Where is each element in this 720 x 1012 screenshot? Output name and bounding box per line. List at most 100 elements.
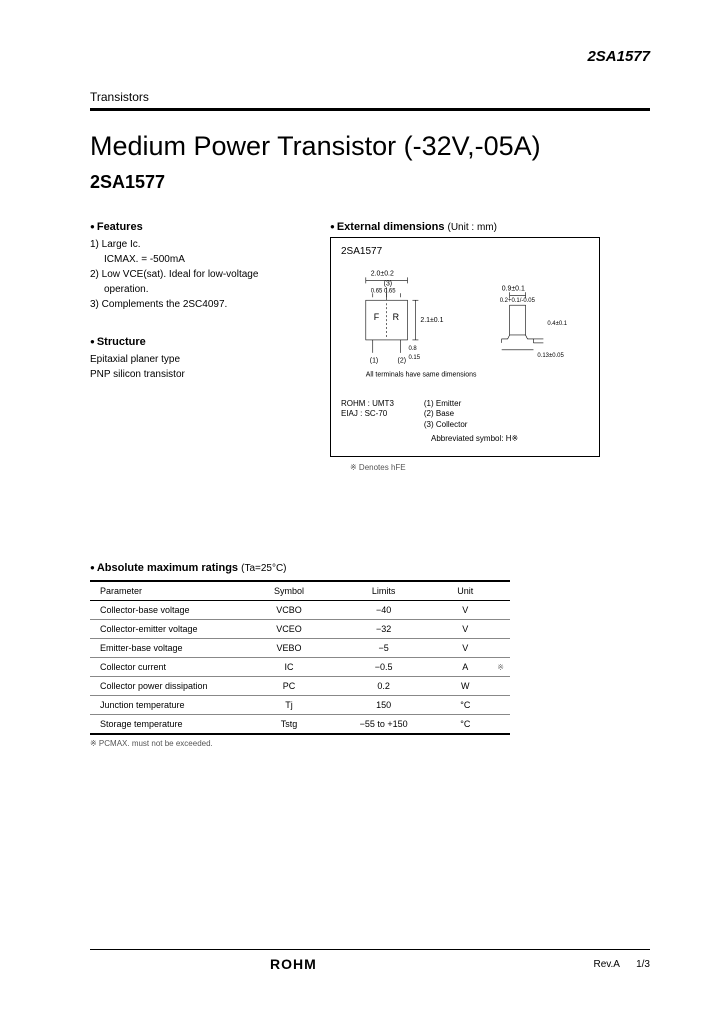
dimensions-box: 2SA1577 — [330, 237, 600, 457]
part-number-top: 2SA1577 — [587, 48, 650, 65]
category-label: Transistors — [90, 90, 650, 104]
pkg-line: ROHM : UMT3 — [341, 399, 394, 409]
footer: ROHM Rev.A 1/3 — [90, 949, 650, 972]
table-cell: A — [439, 658, 491, 677]
page-title: Medium Power Transistor (-32V,-05A) — [90, 131, 650, 162]
dim-head-text: External dimensions — [330, 221, 444, 233]
right-column: External dimensions (Unit : mm) 2SA1577 — [330, 221, 650, 472]
table-cell — [491, 715, 510, 735]
left-column: Features 1) Large Ic. ICMAX. = -500mA 2)… — [90, 221, 300, 472]
logo: ROHM — [270, 956, 317, 972]
feature-item: 3) Complements the 2SC4097. — [90, 297, 300, 312]
dim-footer-labels: ROHM : UMT3 EIAJ : SC-70 (1) Emitter (2)… — [341, 399, 589, 430]
table-header-row: Parameter Symbol Limits Unit — [90, 581, 510, 601]
col-symbol: Symbol — [250, 581, 328, 601]
dimensions-heading: External dimensions (Unit : mm) — [330, 221, 650, 233]
table-row: Collector-base voltageVCBO−40V — [90, 601, 510, 620]
table-cell: °C — [439, 715, 491, 735]
table-cell — [491, 696, 510, 715]
table-row: Storage temperatureTstg−55 to +150°C — [90, 715, 510, 735]
table-cell: −40 — [328, 601, 439, 620]
feature-item: 1) Large Ic. — [90, 237, 300, 252]
structure-line: PNP silicon transistor — [90, 367, 300, 382]
col-limits: Limits — [328, 581, 439, 601]
ratings-heading: Absolute maximum ratings (Ta=25°C) — [90, 562, 650, 574]
footer-rule — [90, 949, 650, 950]
table-cell: W — [439, 677, 491, 696]
structure-line: Epitaxial planer type — [90, 352, 300, 367]
table-row: Collector currentIC−0.5A※ — [90, 658, 510, 677]
feature-item: ICMAX. = -500mA — [90, 252, 300, 267]
ratings-section: Absolute maximum ratings (Ta=25°C) Param… — [90, 562, 650, 748]
header-rule — [90, 108, 650, 111]
table-cell: −0.5 — [328, 658, 439, 677]
dim-w1: 2.0±0.2 — [371, 270, 394, 277]
structure-heading: Structure — [90, 336, 300, 348]
table-cell — [491, 677, 510, 696]
table-cell: Collector-emitter voltage — [90, 620, 250, 639]
top-columns: Features 1) Large Ic. ICMAX. = -500mA 2)… — [90, 221, 650, 472]
table-cell — [491, 639, 510, 658]
pkg-line: EIAJ : SC-70 — [341, 409, 394, 419]
table-row: Emitter-base voltageVEBO−5V — [90, 639, 510, 658]
dim-side-w: 0.9±0.1 — [502, 285, 525, 292]
dim-thick: 0.13±0.05 — [537, 353, 564, 359]
part-number-main: 2SA1577 — [90, 172, 650, 193]
dim-foot: 0.4±0.1 — [547, 321, 567, 327]
pin-label: (3) Collector — [424, 420, 468, 430]
col-parameter: Parameter — [90, 581, 250, 601]
ratings-ta: (Ta=25°C) — [241, 563, 286, 574]
svg-text:(3): (3) — [384, 280, 392, 287]
col-note — [491, 581, 510, 601]
features-heading: Features — [90, 221, 300, 233]
table-cell: −5 — [328, 639, 439, 658]
table-cell: V — [439, 620, 491, 639]
table-cell: Emitter-base voltage — [90, 639, 250, 658]
table-cell: Collector current — [90, 658, 250, 677]
features-list: 1) Large Ic. ICMAX. = -500mA 2) Low VCE(… — [90, 237, 300, 312]
table-cell: °C — [439, 696, 491, 715]
table-cell: −32 — [328, 620, 439, 639]
dim-lead-t: 0.15 — [408, 355, 420, 361]
svg-text:R: R — [393, 312, 400, 322]
feature-item: operation. — [90, 282, 300, 297]
denotes-note: ※ Denotes hFE — [350, 463, 650, 472]
svg-text:(2): (2) — [398, 358, 406, 365]
table-cell: 150 — [328, 696, 439, 715]
table-cell: Tstg — [250, 715, 328, 735]
svg-text:(1): (1) — [370, 358, 378, 365]
table-cell: Collector power dissipation — [90, 677, 250, 696]
pin-label: (1) Emitter — [424, 399, 468, 409]
table-row: Junction temperatureTj150°C — [90, 696, 510, 715]
table-cell: Storage temperature — [90, 715, 250, 735]
table-cell: Junction temperature — [90, 696, 250, 715]
table-cell: Collector-base voltage — [90, 601, 250, 620]
revision: Rev.A — [593, 959, 619, 970]
table-cell: VCEO — [250, 620, 328, 639]
table-cell: IC — [250, 658, 328, 677]
table-cell: V — [439, 601, 491, 620]
table-row: Collector power dissipationPC0.2W — [90, 677, 510, 696]
table-cell: PC — [250, 677, 328, 696]
table-cell: ※ — [491, 658, 510, 677]
dim-part-label: 2SA1577 — [341, 246, 589, 257]
dim-terminals-note: All terminals have same dimensions — [366, 372, 477, 379]
pin-label: (2) Base — [424, 409, 468, 419]
table-row: Collector-emitter voltageVCEO−32V — [90, 620, 510, 639]
svg-text:F: F — [374, 312, 380, 322]
table-cell: V — [439, 639, 491, 658]
table-cell: −55 to +150 — [328, 715, 439, 735]
structure-list: Epitaxial planer type PNP silicon transi… — [90, 352, 300, 382]
ratings-note: ※ PCMAX. must not be exceeded. — [90, 739, 650, 748]
ratings-head-text: Absolute maximum ratings — [90, 562, 238, 574]
feature-item: 2) Low VCE(sat). Ideal for low-voltage — [90, 267, 300, 282]
table-cell — [491, 620, 510, 639]
page-number: 1/3 — [636, 959, 650, 970]
dim-side-l: 0.2+0.1/-0.05 — [500, 298, 536, 304]
dim-unit: (Unit : mm) — [448, 222, 497, 233]
dim-lead-s: 0.8 — [408, 346, 417, 352]
ratings-table: Parameter Symbol Limits Unit Collector-b… — [90, 580, 510, 735]
table-cell: Tj — [250, 696, 328, 715]
dim-body-h: 2.1±0.1 — [420, 317, 443, 324]
table-cell — [491, 601, 510, 620]
